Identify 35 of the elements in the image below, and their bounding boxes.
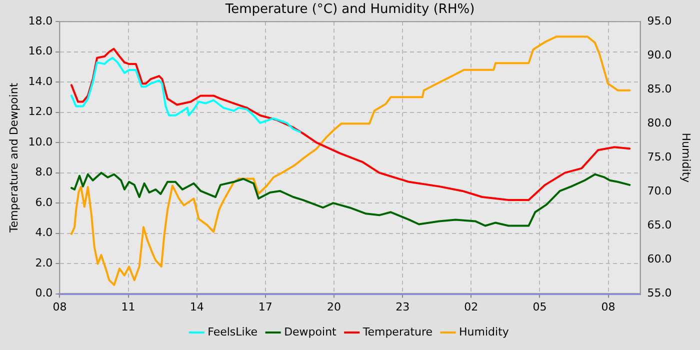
y2-tick-label: 75.0 [647, 150, 672, 164]
y-axis-title: Temperature and Dewpoint [7, 82, 20, 234]
x-tick-label: 17 [258, 300, 272, 314]
x-tick-label: 08 [52, 300, 67, 314]
chart-title: Temperature (°C) and Humidity (RH%) [224, 2, 475, 18]
y-tick-label: 4.0 [35, 226, 53, 240]
y2-tick-label: 95.0 [647, 14, 672, 28]
x-tick-label: 05 [532, 300, 547, 314]
y2-tick-label: 80.0 [647, 116, 672, 130]
y2-tick-label: 65.0 [647, 218, 672, 232]
y-tick-label: 8.0 [35, 166, 53, 179]
y2-tick-label: 55.0 [647, 286, 672, 300]
y-tick-label: 14.0 [28, 74, 53, 88]
legend-label: Temperature [362, 325, 433, 338]
x-tick-label: 14 [190, 300, 204, 314]
x-tick-label: 11 [121, 300, 136, 314]
x-tick-label: 08 [601, 300, 616, 314]
y-tick-label: 6.0 [35, 196, 53, 209]
y-tick-label: 18.0 [28, 14, 53, 28]
y-tick-label: 16.0 [28, 44, 53, 58]
y-tick-label: 0.0 [35, 286, 53, 300]
y2-tick-label: 85.0 [647, 82, 672, 96]
x-tick-label: 20 [327, 300, 341, 314]
x-tick-label: 23 [396, 300, 410, 314]
y-tick-label: 2.0 [35, 256, 53, 270]
y2-tick-label: 70.0 [647, 184, 672, 198]
y-tick-label: 12.0 [28, 105, 53, 118]
y-tick-label: 10.0 [28, 135, 53, 148]
x-tick-label: 02 [464, 300, 478, 314]
legend-label: FeelsLike [208, 325, 258, 338]
y2-tick-label: 60.0 [647, 252, 672, 266]
y2-axis-title: Humidity [680, 132, 693, 184]
legend-label: Dewpoint [284, 325, 338, 338]
y2-tick-label: 90.0 [647, 48, 672, 62]
legend-label: Humidity [459, 325, 510, 338]
